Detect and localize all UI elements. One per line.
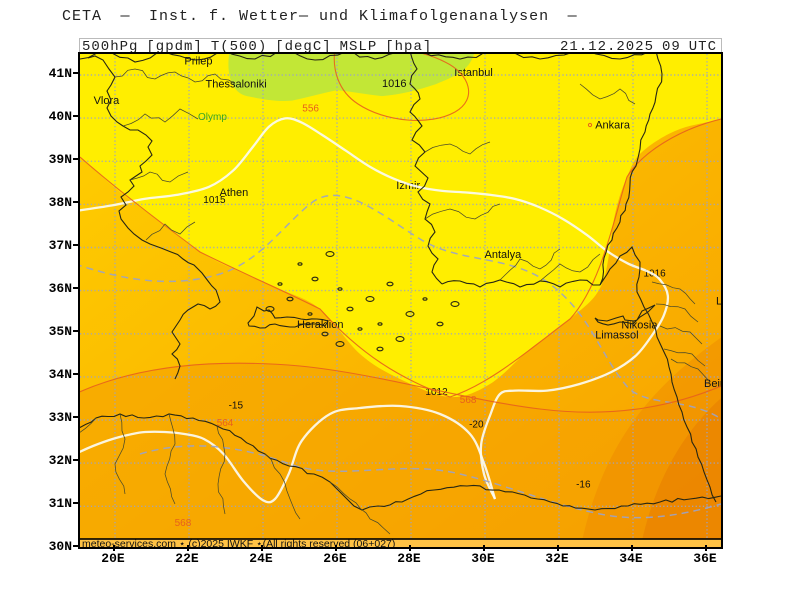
svg-text:556: 556 <box>302 104 319 115</box>
svg-text:-15: -15 <box>229 401 244 412</box>
svg-text:Antalya: Antalya <box>485 249 523 261</box>
svg-text:1015: 1015 <box>203 195 226 206</box>
svg-text:Heraklion: Heraklion <box>297 319 343 331</box>
svg-text:-20: -20 <box>469 419 484 430</box>
svg-text:Ankara: Ankara <box>595 119 631 131</box>
svg-text:Vlora: Vlora <box>94 95 121 107</box>
svg-text:meteo-services.com ⋆ (c)2025 I: meteo-services.com ⋆ (c)2025 IWKF ⋆(All … <box>82 538 395 547</box>
svg-text:568: 568 <box>175 518 192 529</box>
svg-text:Beirut: Beirut <box>704 378 721 390</box>
svg-text:Olymp: Olymp <box>198 112 227 123</box>
svg-text:1016: 1016 <box>382 78 406 90</box>
svg-text:Latakia: Latakia <box>716 295 721 307</box>
svg-text:-16: -16 <box>576 479 591 490</box>
svg-text:Limassol: Limassol <box>595 330 638 342</box>
svg-text:Thessaloniki: Thessaloniki <box>206 78 267 90</box>
